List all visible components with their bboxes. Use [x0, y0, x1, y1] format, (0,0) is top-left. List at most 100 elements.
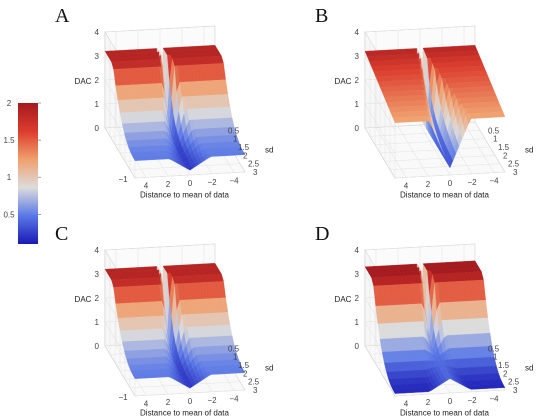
- x-tick-label: 2: [426, 180, 431, 189]
- colorbar: 2 1.5 1 0.5: [3, 99, 41, 244]
- z-tick-label: 3: [355, 52, 360, 61]
- x-axis-label: Distance to mean of data: [400, 408, 489, 417]
- x-tick-label: −4: [229, 395, 239, 404]
- colorbar-ticks: 2 1.5 1 0.5: [3, 99, 41, 219]
- surface-cell: [499, 383, 506, 388]
- y-tick-label: 3: [513, 168, 518, 177]
- panel-label: A: [55, 5, 70, 27]
- x-axis-label: Distance to mean of data: [140, 190, 229, 199]
- x-tick-label: 2: [166, 180, 171, 189]
- x-axis-label: Distance to mean of data: [140, 408, 229, 417]
- y-tick-label: 1.5: [498, 143, 510, 152]
- y-tick-label: 2: [243, 369, 248, 378]
- panel-label: B: [315, 5, 328, 27]
- y-tick-label: 0.5: [228, 126, 240, 135]
- surface: [364, 260, 506, 394]
- x-tick-label: −2: [467, 396, 477, 405]
- x-tick-label: 0: [448, 397, 453, 406]
- z-axis-label: DAC: [335, 77, 352, 86]
- x-tick-label: 4: [404, 399, 409, 408]
- y-axis-label: sd: [265, 364, 273, 373]
- panel-label: C: [55, 223, 68, 245]
- z-axis-label: DAC: [75, 77, 92, 86]
- y-tick-label: 1.5: [238, 143, 250, 152]
- x-axis-label: Distance to mean of data: [400, 190, 489, 199]
- y-tick-label: 3: [253, 386, 258, 395]
- y-tick-label: 1: [493, 135, 498, 144]
- colorbar-tick-label: 2: [7, 99, 12, 108]
- colorbar-tick-label: 1.5: [3, 136, 15, 145]
- z-tick-label: 0: [95, 342, 100, 351]
- y-tick-label: 2.5: [248, 160, 260, 169]
- y-tick-label: 3: [513, 386, 518, 395]
- x-tick-label: 2: [166, 398, 171, 407]
- surface-cell: [239, 368, 246, 374]
- x-tick-label: −2: [207, 396, 217, 405]
- surface-cell: [239, 150, 246, 156]
- z-tick-label: 1: [95, 100, 100, 109]
- y-tick-label: 0.5: [488, 126, 500, 135]
- colorbar-tick-label: 0.5: [3, 210, 15, 219]
- y-tick-label: 2: [243, 151, 248, 160]
- z-tick-label: 0: [95, 124, 100, 133]
- y-tick-label: 1: [233, 135, 238, 144]
- colorbar-bar: [18, 103, 38, 244]
- x-tick-label: −4: [489, 177, 499, 186]
- z-tick-label: 1: [355, 318, 360, 327]
- x-tick-label: −2: [467, 178, 477, 187]
- x-tick-label: −1: [118, 175, 128, 184]
- y-tick-label: 2.5: [508, 378, 520, 387]
- x-tick-label: 4: [404, 181, 409, 190]
- x-tick-label: 2: [426, 398, 431, 407]
- x-tick-label: −4: [489, 395, 499, 404]
- z-tick-label: 4: [355, 28, 360, 37]
- y-tick-label: 2: [503, 369, 508, 378]
- colorbar-tick-label: 1: [7, 173, 12, 182]
- z-tick-label: 1: [95, 318, 100, 327]
- x-tick-label: −1: [118, 393, 128, 402]
- z-tick-label: 3: [95, 52, 100, 61]
- z-tick-label: 2: [355, 76, 360, 85]
- y-tick-label: 1.5: [498, 361, 510, 370]
- z-tick-label: 0: [355, 124, 360, 133]
- y-tick-label: 1: [233, 353, 238, 362]
- x-tick-label: −4: [229, 177, 239, 186]
- z-tick-label: 4: [95, 246, 100, 255]
- z-tick-label: 3: [355, 270, 360, 279]
- x-tick-label: 0: [448, 179, 453, 188]
- x-tick-label: 0: [188, 397, 193, 406]
- z-axis-label: DAC: [335, 295, 352, 304]
- x-tick-label: 0: [188, 179, 193, 188]
- y-axis-label: sd: [265, 146, 273, 155]
- y-axis-label: sd: [525, 146, 533, 155]
- z-tick-label: 1: [355, 100, 360, 109]
- y-tick-label: 2.5: [248, 378, 260, 387]
- z-tick-label: 0: [355, 342, 360, 351]
- z-axis-label: DAC: [75, 295, 92, 304]
- y-tick-label: 2: [503, 151, 508, 160]
- surface: [364, 45, 506, 169]
- x-tick-label: 4: [144, 181, 149, 190]
- x-tick-label: 4: [144, 399, 149, 408]
- y-tick-label: 3: [253, 168, 258, 177]
- z-tick-label: 2: [95, 294, 100, 303]
- surface: [104, 45, 246, 171]
- panel-label: D: [315, 223, 329, 245]
- x-tick-label: −2: [207, 178, 217, 187]
- z-tick-label: 4: [95, 28, 100, 37]
- y-axis-label: sd: [525, 364, 533, 373]
- z-tick-label: 2: [355, 294, 360, 303]
- y-tick-label: 0.5: [228, 344, 240, 353]
- y-tick-label: 2.5: [508, 160, 520, 169]
- y-tick-label: 1.5: [238, 361, 250, 370]
- surface: [104, 263, 246, 389]
- y-tick-label: 1: [493, 353, 498, 362]
- surface-cell: [499, 111, 506, 118]
- z-tick-label: 4: [355, 246, 360, 255]
- z-tick-label: 2: [95, 76, 100, 85]
